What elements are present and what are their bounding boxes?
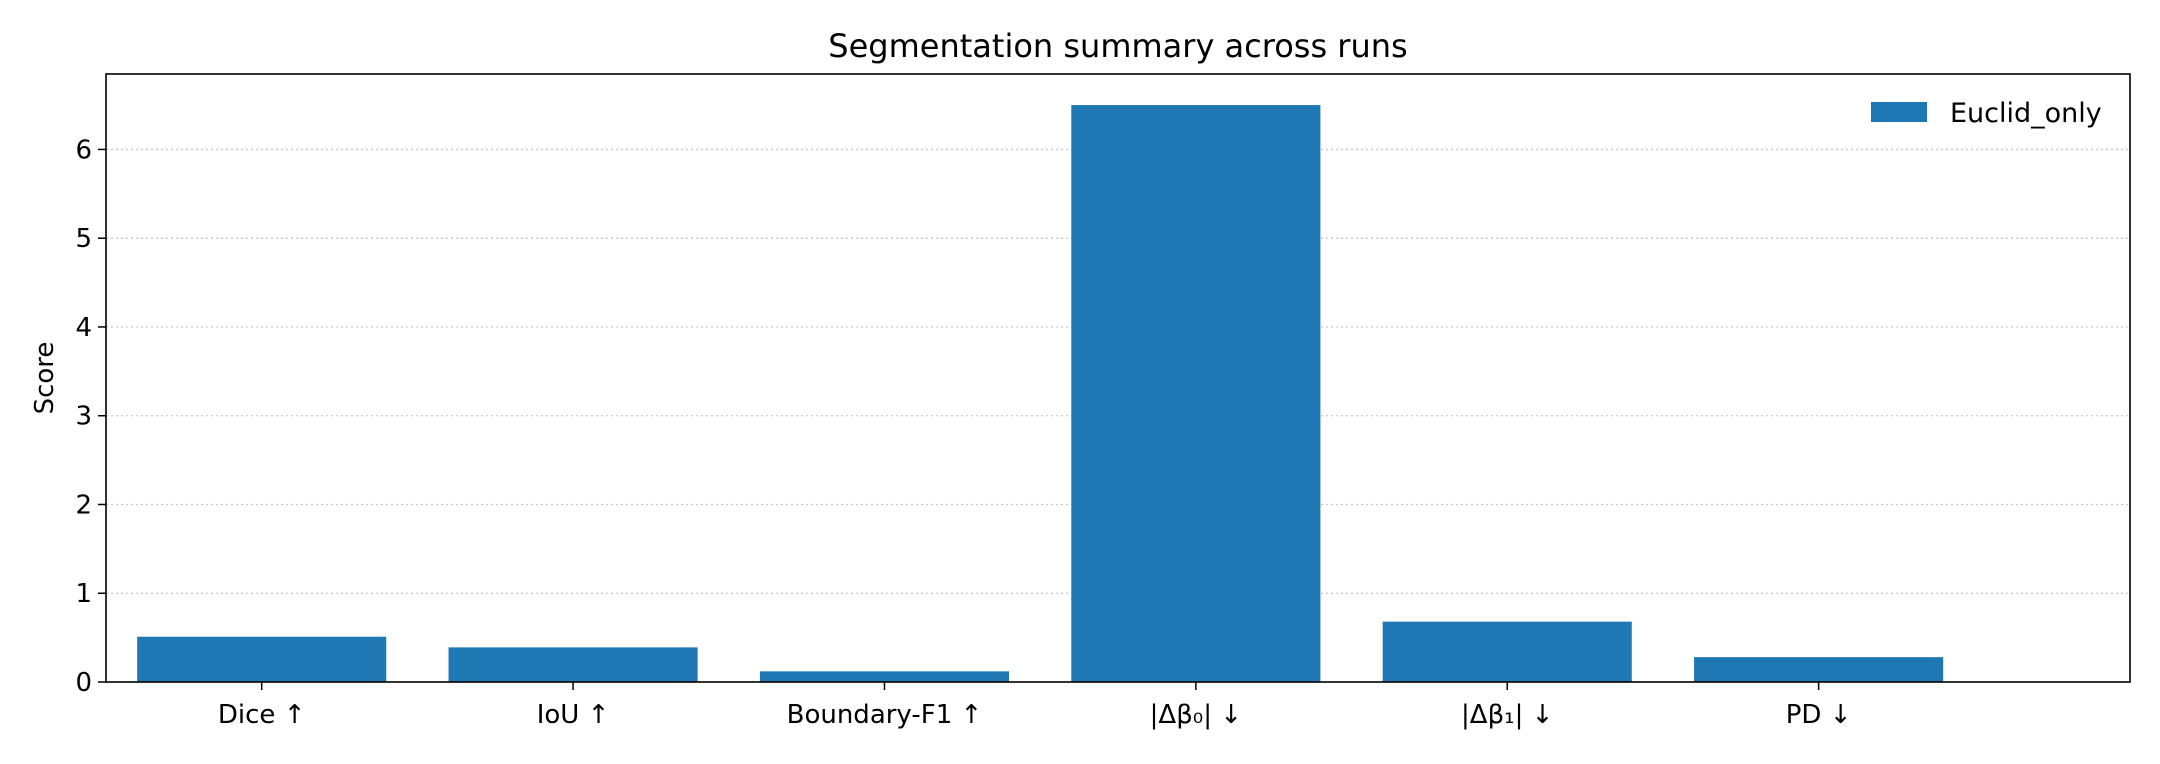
bar — [1694, 657, 1944, 682]
x-axis-ticks: Dice ↑ IoU ↑ Boundary-F1 ↑ |Δβ₀| ↓ |Δβ₁| ↓ PD… — [218, 682, 1852, 730]
chart-title: Segmentation summary across runs — [828, 27, 1407, 65]
x-tick-label: IoU ↑ — [537, 700, 610, 730]
y-tick-label: 3 — [75, 402, 92, 432]
x-tick-label: Dice ↑ — [218, 700, 306, 730]
bar — [137, 636, 387, 682]
legend-swatch — [1871, 102, 1927, 122]
bar — [448, 647, 698, 682]
bar — [759, 671, 1010, 682]
x-tick-label: PD ↓ — [1786, 700, 1852, 730]
bar — [1071, 105, 1321, 683]
x-tick-label: Boundary-F1 ↑ — [787, 700, 983, 730]
y-tick-label: 6 — [75, 135, 92, 165]
y-tick-label: 1 — [75, 579, 92, 609]
x-tick-label: |Δβ₁| ↓ — [1461, 700, 1553, 730]
y-tick-label: 4 — [75, 313, 92, 343]
y-tick-label: 2 — [75, 490, 92, 520]
y-tick-label: 0 — [75, 668, 92, 698]
bars — [137, 105, 1944, 683]
x-tick-label: |Δβ₀| ↓ — [1150, 700, 1242, 730]
y-tick-label: 5 — [75, 224, 92, 254]
plot-area-frame — [105, 73, 2131, 683]
y-axis-label: Score — [30, 342, 60, 415]
legend-label: Euclid_only — [1950, 98, 2102, 129]
bar — [1382, 621, 1632, 682]
legend: Euclid_only — [1871, 98, 2102, 129]
y-axis-ticks: 0 1 2 3 4 5 6 — [75, 135, 106, 698]
